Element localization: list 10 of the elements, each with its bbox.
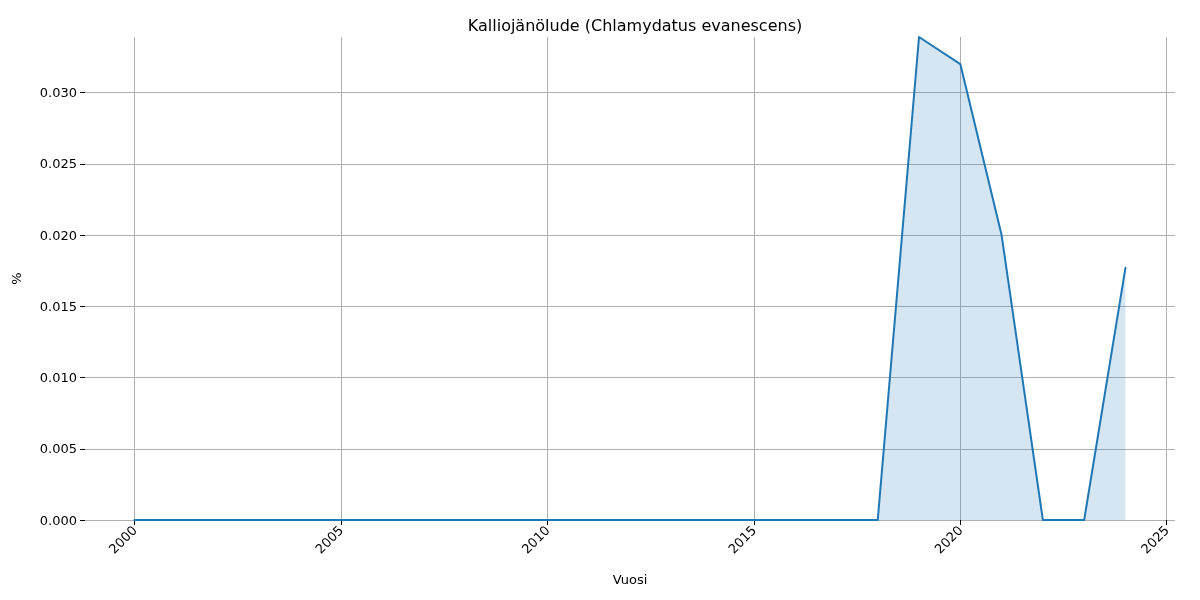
y-axis-title: %: [9, 272, 24, 285]
y-tick-label: 0.015: [39, 298, 77, 314]
y-tick-label: 0.020: [39, 227, 77, 243]
y-tick-label: 0.010: [39, 370, 77, 386]
y-tick-label: 0.030: [39, 85, 77, 101]
chart-title: Kalliojänölude (Chlamydatus evanescens): [467, 15, 803, 35]
y-tick-label: 0.025: [39, 156, 77, 172]
y-tick-label: 0.005: [39, 441, 77, 457]
x-axis-title: Vuosi: [612, 572, 648, 587]
y-tick-label: 0.000: [39, 512, 77, 528]
